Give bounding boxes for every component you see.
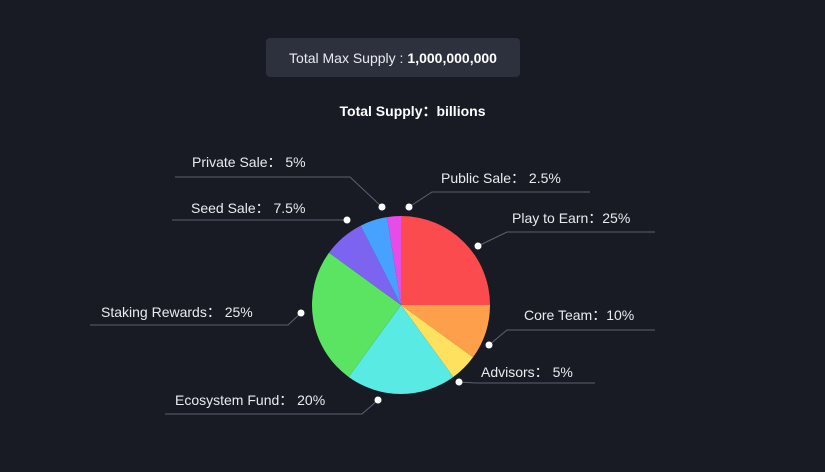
pie-slice-private-sale xyxy=(360,217,401,305)
slice-label-private-sale: Private Sale： 5% xyxy=(192,154,306,170)
leader-line-public-sale xyxy=(408,191,590,208)
leader-dot-private-sale xyxy=(378,203,386,211)
leader-dot-ecosystem-fund xyxy=(374,396,382,404)
slice-label-seed-sale: Seed Sale： 7.5% xyxy=(191,200,305,216)
pie-slice-seed-sale xyxy=(329,225,401,305)
leader-line-play-to-earn xyxy=(477,231,655,247)
leader-line-ecosystem-fund xyxy=(165,399,379,415)
pie-slices xyxy=(312,216,490,394)
slice-label-play-to-earn: Play to Earn：25% xyxy=(512,210,630,226)
max-supply-value: 1,000,000,000 xyxy=(407,49,497,66)
pie-slice-ecosystem-fund xyxy=(348,305,454,394)
pie-slice-public-sale xyxy=(387,216,401,305)
leader-line-core-team xyxy=(488,329,655,346)
pie-leader-lines: Play to Earn：25% Core Team：10% Advisors： 5… xyxy=(90,154,655,415)
leader-line-private-sale xyxy=(175,176,383,208)
pie-slice-advisors xyxy=(401,305,473,377)
leader-dot-staking-rewards xyxy=(297,309,305,317)
slice-label-staking-rewards: Staking Rewards： 25% xyxy=(101,304,253,320)
leader-line-advisors xyxy=(458,381,595,384)
leader-dot-public-sale xyxy=(405,203,413,211)
leader-dot-advisors xyxy=(455,378,463,386)
pie-slice-play-to-earn xyxy=(401,216,490,305)
leader-dot-core-team xyxy=(485,341,493,349)
max-supply-label: Total Max Supply : xyxy=(289,49,404,66)
slice-label-ecosystem-fund: Ecosystem Fund： 20% xyxy=(175,392,325,408)
slice-label-core-team: Core Team：10% xyxy=(524,307,634,323)
leader-dot-play-to-earn xyxy=(474,242,482,250)
pie-slice-staking-rewards xyxy=(312,252,401,377)
slice-label-public-sale: Public Sale： 2.5% xyxy=(441,170,561,186)
leader-dot-seed-sale xyxy=(343,216,351,224)
leader-line-staking-rewards xyxy=(90,312,302,326)
slice-label-advisors: Advisors： 5% xyxy=(481,364,573,380)
total-supply-heading: Total Supply：billions xyxy=(339,103,486,119)
total-max-supply-box: Total Max Supply : 1,000,000,000 xyxy=(266,38,520,77)
pie-slice-core-team xyxy=(401,305,490,358)
